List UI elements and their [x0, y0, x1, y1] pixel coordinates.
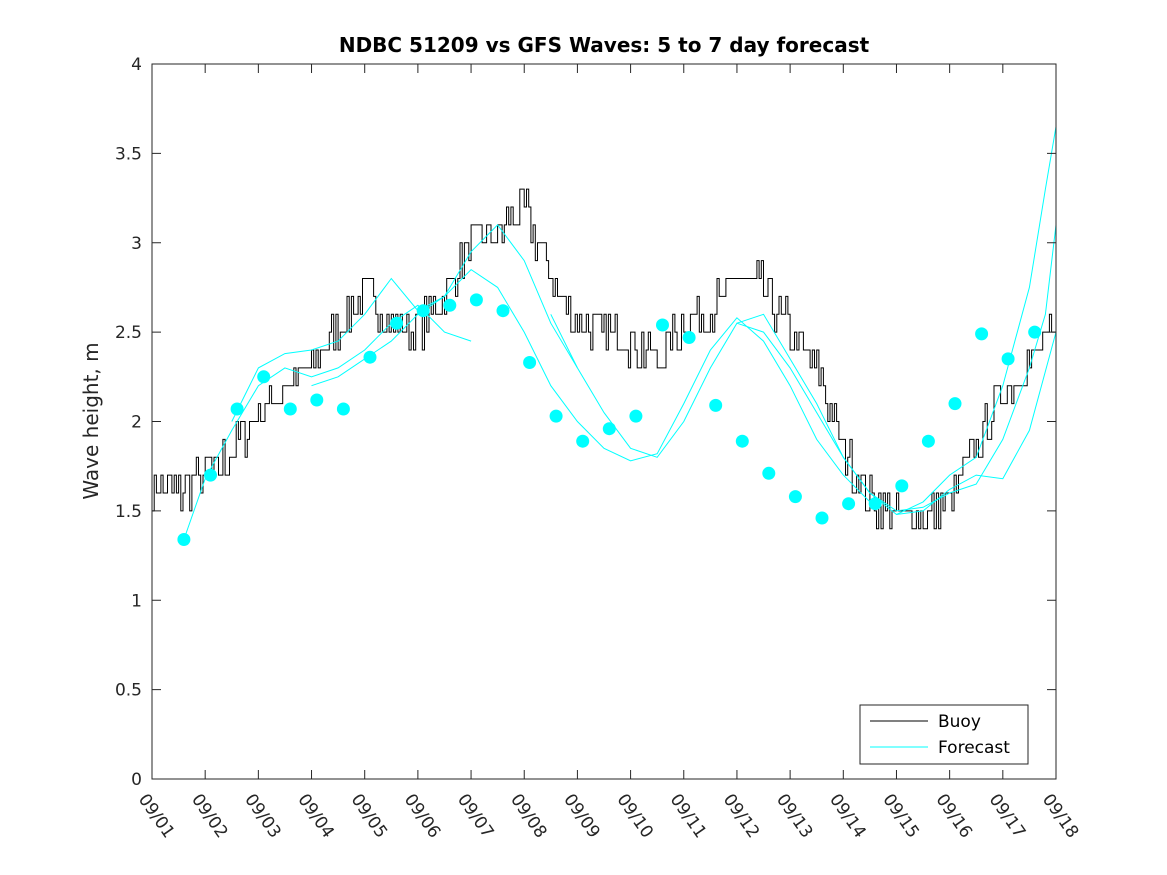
forecast-marker — [629, 409, 643, 423]
forecast-line-4 — [736, 224, 1057, 512]
forecast-line-1 — [231, 224, 578, 422]
y-tick-label: 3 — [131, 234, 142, 254]
y-tick-label: 1 — [131, 591, 142, 611]
forecast-marker — [257, 370, 271, 384]
forecast-markers — [177, 293, 1042, 546]
forecast-marker — [363, 350, 377, 364]
forecast-marker — [842, 497, 856, 511]
forecast-marker — [443, 298, 457, 312]
forecast-marker — [682, 331, 696, 344]
forecast-marker — [336, 402, 350, 416]
forecast-marker — [523, 356, 537, 369]
legend-forecast-label: Forecast — [938, 738, 1010, 758]
y-tick-label: 0.5 — [115, 681, 142, 701]
forecast-marker — [895, 479, 909, 493]
forecast-line-5 — [896, 126, 1057, 515]
y-tick-label: 1.5 — [115, 502, 142, 522]
buoy-line — [152, 188, 1057, 530]
forecast-marker — [762, 466, 776, 480]
forecast-marker — [416, 304, 430, 318]
forecast-lines — [183, 126, 1057, 540]
forecast-marker — [496, 304, 510, 318]
y-tick-label: 3.5 — [115, 144, 142, 164]
plot-background — [152, 64, 1056, 779]
y-tick-label: 2.5 — [115, 323, 142, 343]
forecast-marker — [602, 422, 616, 436]
forecast-marker — [1028, 325, 1042, 339]
forecast-line-3 — [550, 314, 1057, 516]
y-tick-label: 4 — [131, 55, 142, 75]
forecast-marker — [868, 497, 882, 511]
forecast-marker — [283, 402, 297, 416]
y-tick-label: 2 — [131, 413, 142, 433]
forecast-marker — [204, 468, 217, 482]
forecast-marker — [815, 511, 829, 525]
forecast-marker — [921, 434, 935, 448]
forecast-marker — [576, 434, 590, 448]
forecast-marker — [390, 316, 404, 330]
forecast-marker — [788, 490, 802, 504]
forecast-marker — [549, 409, 563, 423]
forecast-marker — [469, 293, 483, 307]
forecast-marker — [948, 397, 962, 411]
forecast-marker — [310, 393, 324, 407]
forecast-marker — [735, 434, 749, 448]
forecast-marker — [230, 402, 244, 416]
buoy-series — [152, 188, 1057, 530]
y-axis-ticks: 0 0.5 1 1.5 2 2.5 3 3.5 4 — [115, 55, 1056, 790]
forecast-marker — [177, 533, 191, 546]
y-tick-label: 0 — [131, 770, 142, 790]
forecast-line-2 — [311, 268, 871, 503]
forecast-marker — [709, 398, 723, 412]
y-axis-label: Wave height, m — [79, 342, 103, 499]
legend: Buoy Forecast — [859, 704, 1029, 765]
forecast-marker — [975, 327, 989, 341]
forecast-marker — [1001, 352, 1015, 366]
forecast-marker — [656, 318, 669, 332]
legend-box — [859, 704, 1029, 765]
legend-buoy-label: Buoy — [938, 712, 981, 732]
chart-title: NDBC 51209 vs GFS Waves: 5 to 7 day fore… — [339, 33, 870, 57]
